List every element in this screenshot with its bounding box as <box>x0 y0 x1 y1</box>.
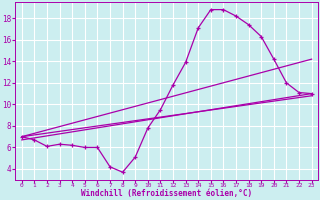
X-axis label: Windchill (Refroidissement éolien,°C): Windchill (Refroidissement éolien,°C) <box>81 189 252 198</box>
